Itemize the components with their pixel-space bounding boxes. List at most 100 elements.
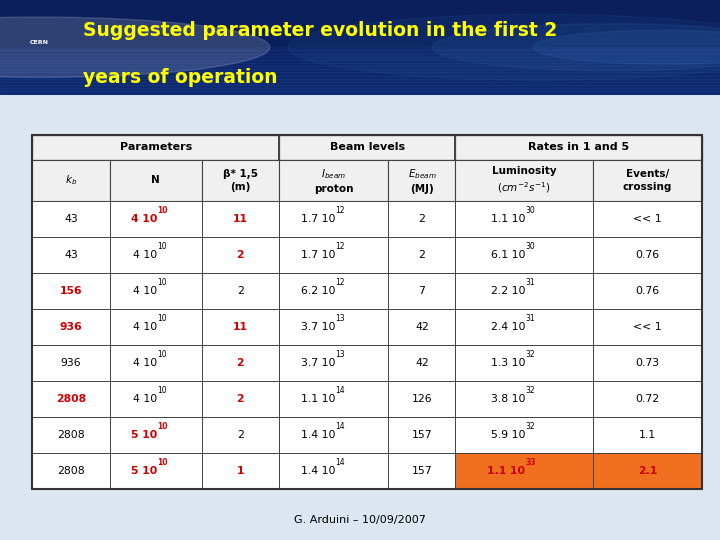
Bar [279, 134, 455, 160]
Text: 7: 7 [418, 286, 426, 296]
Text: 2: 2 [236, 250, 244, 260]
Text: 4 10: 4 10 [133, 286, 157, 296]
Bar [0, 76, 720, 79]
Text: 12: 12 [335, 242, 345, 252]
Bar [32, 273, 110, 309]
Bar [0, 12, 720, 16]
Bar [279, 160, 388, 201]
Bar [593, 453, 702, 489]
Bar [110, 417, 202, 453]
Bar [0, 57, 720, 60]
Text: 6.2 10: 6.2 10 [301, 286, 335, 296]
Text: 43: 43 [64, 214, 78, 224]
Text: 2: 2 [418, 250, 426, 260]
Bar [279, 201, 388, 237]
Text: 10: 10 [157, 350, 167, 360]
Bar [593, 309, 702, 345]
Bar [0, 63, 720, 66]
Text: 6.1 10: 6.1 10 [491, 250, 526, 260]
Bar [0, 35, 720, 38]
Text: 1.4 10: 1.4 10 [301, 430, 335, 440]
Text: 1.3 10: 1.3 10 [491, 358, 526, 368]
Text: 1.1: 1.1 [639, 430, 656, 440]
Bar [0, 28, 720, 31]
Bar [202, 453, 279, 489]
Circle shape [0, 17, 270, 77]
Bar [0, 85, 720, 88]
Text: 32: 32 [526, 422, 535, 431]
Bar [0, 66, 720, 69]
Bar [202, 160, 279, 201]
Bar [202, 237, 279, 273]
Circle shape [432, 24, 720, 71]
Text: G. Arduini – 10/09/2007: G. Arduini – 10/09/2007 [294, 515, 426, 525]
Bar [0, 3, 720, 6]
Bar [593, 273, 702, 309]
Text: 0.73: 0.73 [635, 358, 660, 368]
Text: Parameters: Parameters [120, 143, 192, 152]
Text: 5 10: 5 10 [131, 430, 157, 440]
Text: 2: 2 [418, 214, 426, 224]
Text: β* 1,5
(m): β* 1,5 (m) [222, 169, 258, 192]
Text: 42: 42 [415, 322, 428, 332]
Bar [0, 69, 720, 72]
Text: 2: 2 [236, 358, 244, 368]
Bar [0, 16, 720, 19]
Bar [110, 381, 202, 417]
Bar [0, 91, 720, 94]
Text: 4 10: 4 10 [133, 358, 157, 368]
Text: 157: 157 [412, 466, 432, 476]
Bar [32, 201, 110, 237]
Text: 4 10: 4 10 [133, 394, 157, 404]
Text: Events/
crossing: Events/ crossing [623, 169, 672, 192]
Text: 2.2 10: 2.2 10 [491, 286, 526, 296]
Text: 2808: 2808 [58, 430, 85, 440]
Bar [110, 453, 202, 489]
Text: 5.9 10: 5.9 10 [491, 430, 526, 440]
Bar [0, 53, 720, 57]
Text: 10: 10 [157, 242, 167, 252]
Text: Luminosity
$(cm^{-2}s^{-1})$: Luminosity $(cm^{-2}s^{-1})$ [492, 166, 557, 195]
Text: 10: 10 [157, 279, 167, 287]
Text: 11: 11 [233, 214, 248, 224]
Text: 5 10: 5 10 [131, 466, 157, 476]
Text: CERN: CERN [30, 40, 49, 45]
Text: 14: 14 [335, 458, 345, 467]
Text: 33: 33 [526, 458, 536, 467]
Text: 4 10: 4 10 [133, 250, 157, 260]
Text: 0.72: 0.72 [635, 394, 660, 404]
Text: 1.1 10: 1.1 10 [491, 214, 526, 224]
Text: 30: 30 [526, 242, 535, 252]
Text: 31: 31 [526, 279, 535, 287]
Bar [110, 309, 202, 345]
Bar [202, 381, 279, 417]
Text: 10: 10 [157, 314, 167, 323]
Bar [32, 345, 110, 381]
Bar [0, 47, 720, 50]
Bar [32, 237, 110, 273]
Bar [279, 453, 388, 489]
Bar [32, 160, 110, 201]
Bar [455, 309, 593, 345]
Text: 32: 32 [526, 386, 535, 395]
Text: 10: 10 [157, 206, 168, 215]
Text: 10: 10 [157, 386, 167, 395]
Text: 1.1 10: 1.1 10 [487, 466, 526, 476]
Bar [202, 201, 279, 237]
Text: 156: 156 [60, 286, 83, 296]
Bar [0, 72, 720, 76]
Bar [388, 417, 455, 453]
Bar [388, 345, 455, 381]
Text: 3.7 10: 3.7 10 [301, 358, 335, 368]
Text: N: N [151, 176, 160, 185]
Text: 42: 42 [415, 358, 428, 368]
Bar [388, 273, 455, 309]
Bar [455, 417, 593, 453]
Bar [455, 134, 702, 160]
Bar [32, 309, 110, 345]
Text: 2: 2 [237, 286, 244, 296]
Text: 31: 31 [526, 314, 535, 323]
Text: 1.7 10: 1.7 10 [301, 214, 335, 224]
Text: 12: 12 [335, 206, 345, 215]
Bar [0, 79, 720, 82]
